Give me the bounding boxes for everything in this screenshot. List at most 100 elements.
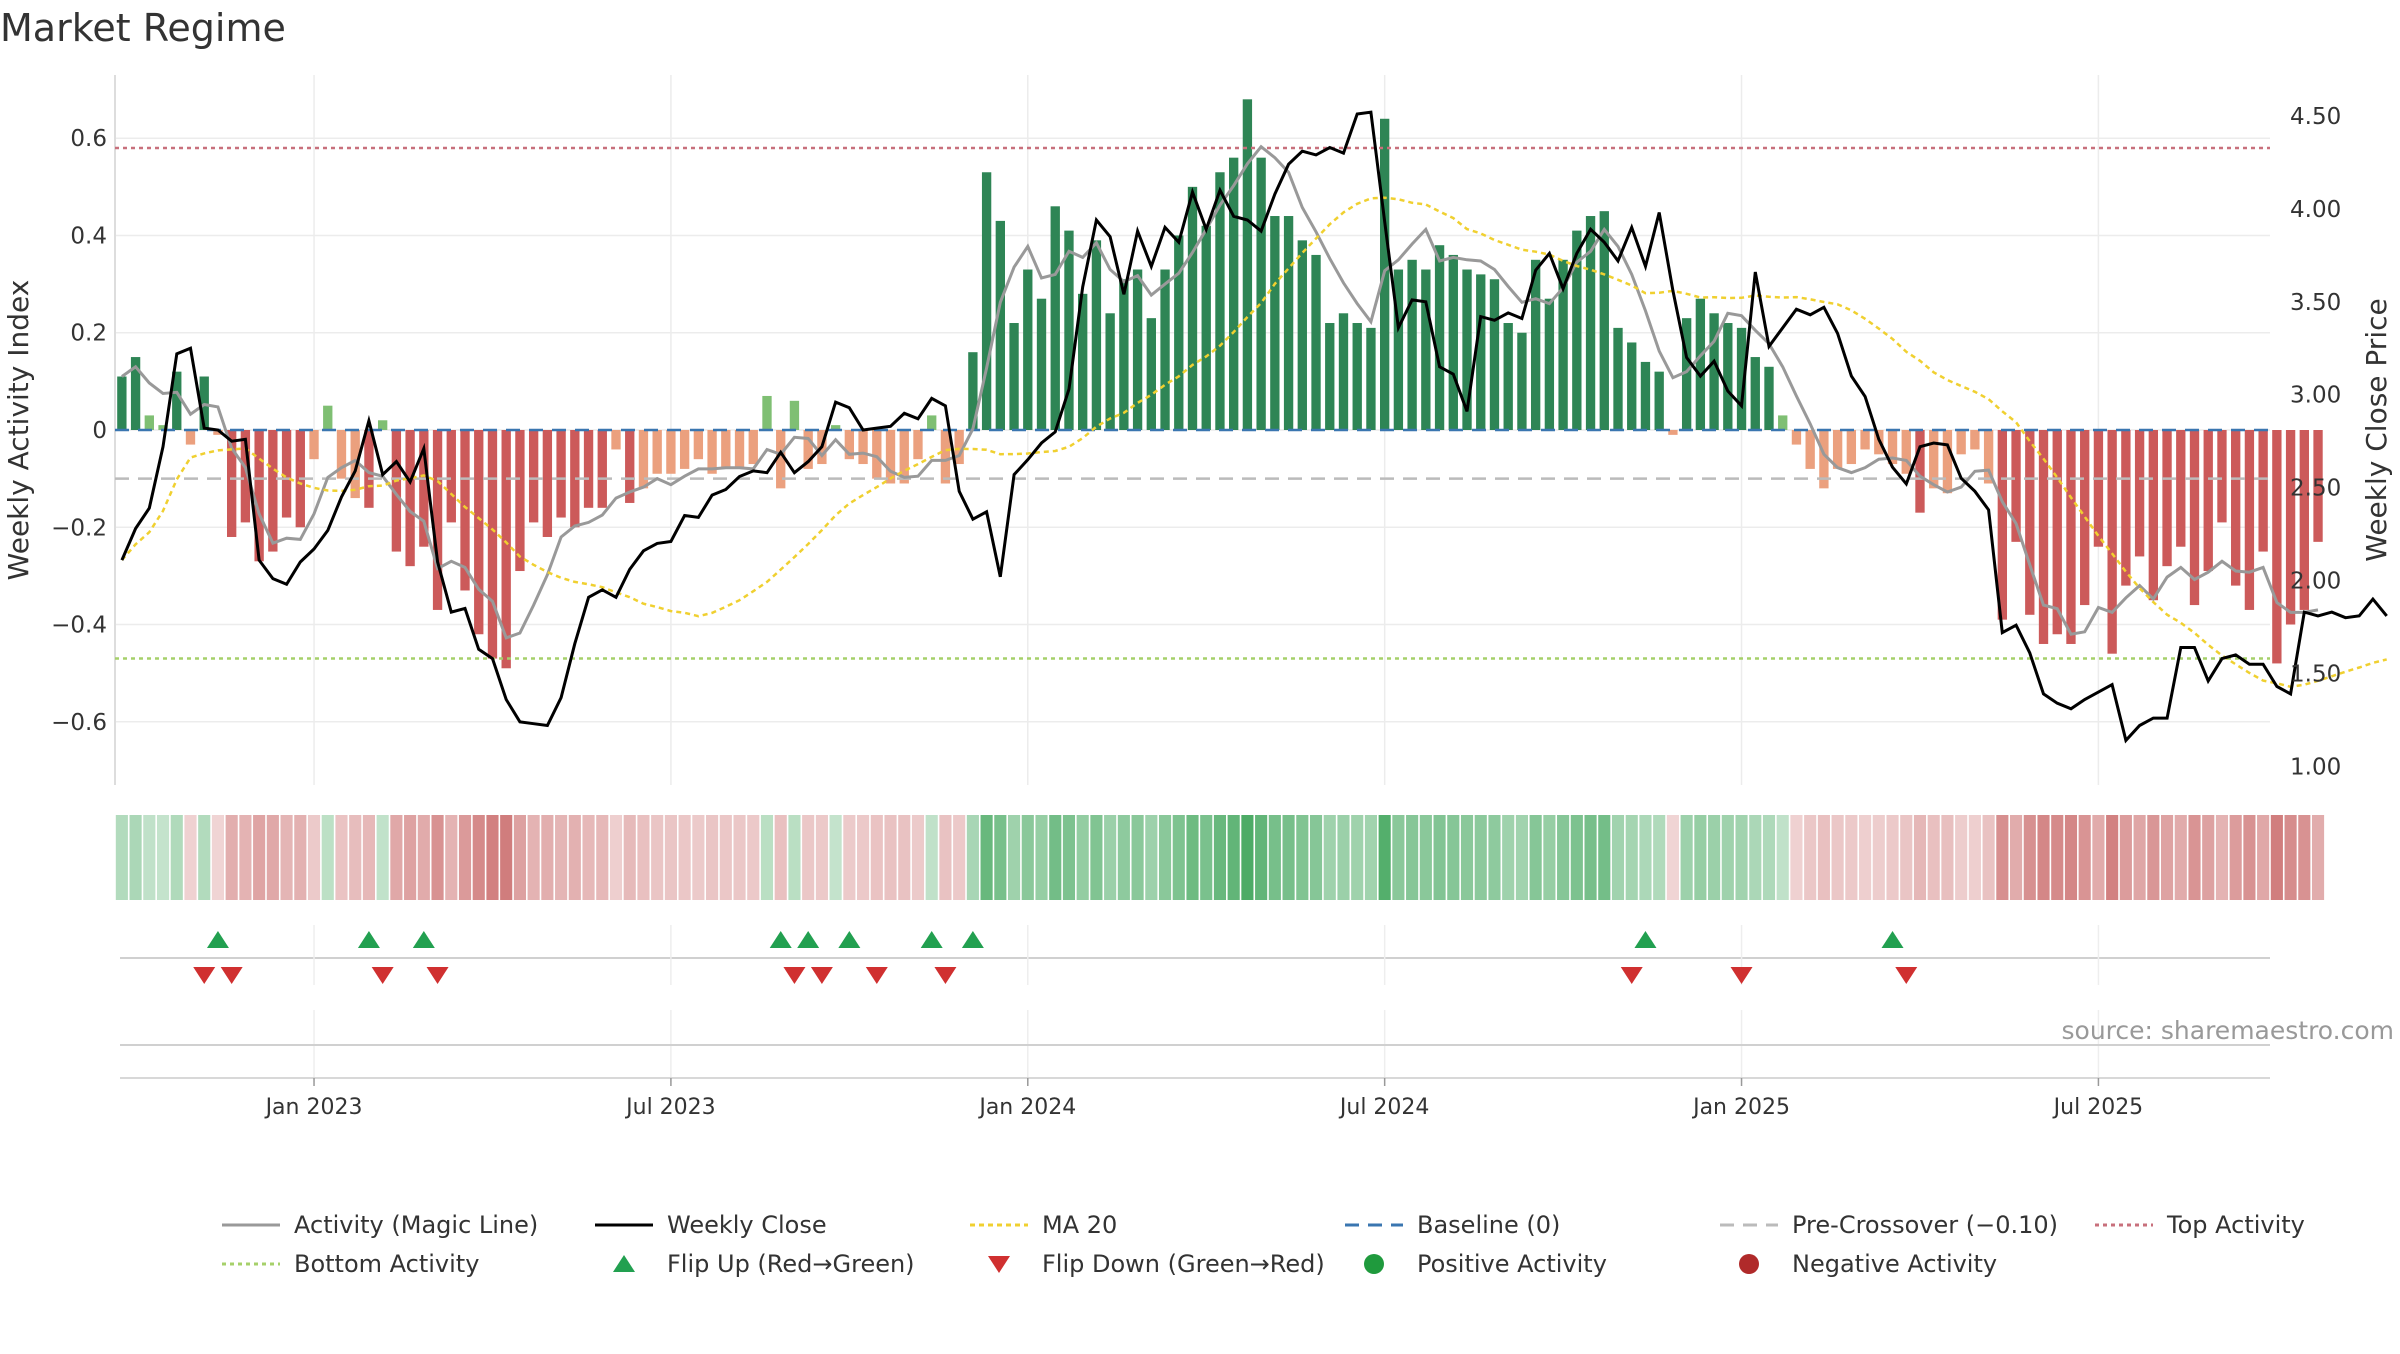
activity-bar bbox=[1242, 99, 1253, 431]
activity-bar bbox=[1668, 430, 1678, 435]
activity-bar bbox=[474, 430, 484, 635]
activity-bar bbox=[2025, 430, 2035, 615]
regime-cell bbox=[651, 815, 664, 900]
flip-up-marker bbox=[1881, 931, 1904, 948]
flip-down-marker bbox=[1620, 967, 1643, 984]
activity-bar bbox=[1956, 430, 1966, 455]
activity-bar bbox=[1846, 430, 1857, 465]
activity-bar bbox=[830, 425, 841, 430]
legend-label: Baseline (0) bbox=[1417, 1211, 1560, 1239]
ma20-line bbox=[120, 196, 2388, 689]
activity-bar bbox=[570, 430, 580, 528]
regime-cell bbox=[2133, 815, 2146, 900]
legend-swatch bbox=[613, 1255, 635, 1272]
activity-bar bbox=[1187, 186, 1198, 430]
activity-bar bbox=[1078, 293, 1088, 430]
activity-bar bbox=[1393, 269, 1404, 430]
activity-bar bbox=[1009, 323, 1019, 430]
regime-cell bbox=[1666, 815, 1679, 900]
regime-cell bbox=[2257, 815, 2270, 900]
activity-bar bbox=[1338, 313, 1349, 430]
activity-bar bbox=[1544, 298, 1555, 430]
right-tick-label: 4.50 bbox=[2290, 104, 2341, 130]
regime-cell bbox=[1694, 815, 1707, 900]
legend-item: Flip Up (Red→Green) bbox=[613, 1250, 915, 1278]
legend: Activity (Magic Line) Weekly Close MA 20 Ba… bbox=[222, 1211, 2305, 1278]
activity-bar bbox=[542, 430, 553, 537]
regime-cell bbox=[706, 815, 719, 900]
regime-cell bbox=[1007, 815, 1021, 900]
activity-bar bbox=[1558, 259, 1568, 430]
activity-bar bbox=[323, 405, 333, 430]
activity-bar bbox=[2176, 430, 2186, 547]
regime-cell bbox=[1447, 815, 1460, 900]
activity-bar bbox=[844, 430, 855, 460]
activity-bar bbox=[364, 430, 374, 508]
activity-bar bbox=[1146, 318, 1156, 430]
activity-bar bbox=[1750, 357, 1760, 430]
activity-bar bbox=[1929, 430, 1939, 489]
activity-bar bbox=[1462, 269, 1472, 430]
regime-cell bbox=[1749, 815, 1762, 900]
activity-bar bbox=[487, 430, 498, 659]
regime-cell bbox=[1392, 815, 1405, 900]
regime-cell bbox=[2119, 815, 2132, 900]
activity-bar bbox=[1201, 225, 1211, 430]
activity-bar bbox=[1270, 216, 1280, 430]
activity-bar bbox=[2066, 430, 2076, 644]
activity-bar bbox=[776, 430, 786, 489]
regime-cell bbox=[733, 815, 746, 900]
activity-bar bbox=[2162, 430, 2172, 567]
activity-bar bbox=[1709, 313, 1719, 430]
activity-bar bbox=[1599, 211, 1609, 430]
activity-bar bbox=[1421, 269, 1431, 430]
regime-cell bbox=[184, 815, 197, 900]
regime-cell bbox=[1639, 815, 1652, 900]
regime-cell bbox=[1653, 815, 1666, 900]
regime-cell bbox=[1090, 815, 1103, 900]
regime-cell bbox=[1790, 815, 1803, 900]
activity-bar bbox=[1819, 430, 1829, 489]
regime-cell bbox=[994, 815, 1007, 900]
regime-cell bbox=[2229, 815, 2242, 900]
flip-down-marker bbox=[426, 967, 449, 984]
regime-cell bbox=[2270, 815, 2283, 900]
regime-cell bbox=[1323, 815, 1336, 900]
regime-cell bbox=[815, 815, 828, 900]
activity-bar bbox=[1256, 157, 1266, 430]
regime-cell bbox=[623, 815, 636, 900]
regime-cell bbox=[211, 815, 225, 900]
flip-up-marker bbox=[206, 931, 229, 948]
regime-cell bbox=[2243, 815, 2256, 900]
activity-bar bbox=[268, 430, 278, 552]
x-tick-label: Jan 2023 bbox=[264, 1095, 363, 1120]
activity-bar bbox=[2285, 430, 2296, 625]
legend-item: Pre-Crossover (−0.10) bbox=[1720, 1211, 2058, 1239]
regime-cell bbox=[1309, 815, 1323, 900]
activity-bar bbox=[913, 430, 923, 460]
regime-cell bbox=[1268, 815, 1281, 900]
regime-cell bbox=[1845, 815, 1858, 900]
regime-cell bbox=[747, 815, 760, 900]
regime-cell bbox=[1735, 815, 1748, 900]
regime-cell bbox=[1543, 815, 1556, 900]
regime-cell bbox=[1255, 815, 1268, 900]
activity-bar bbox=[1091, 240, 1102, 430]
flip-up-marker bbox=[412, 931, 435, 948]
regime-cell bbox=[266, 815, 279, 900]
regime-cell bbox=[2092, 815, 2105, 900]
regime-cell bbox=[692, 815, 705, 900]
regime-cell bbox=[1708, 815, 1721, 900]
regime-cell bbox=[500, 815, 513, 900]
activity-bar bbox=[1791, 430, 1802, 445]
activity-bar bbox=[981, 172, 992, 431]
regime-cell bbox=[1859, 815, 1872, 900]
activity-bar bbox=[1476, 274, 1486, 430]
activity-bar bbox=[2052, 430, 2062, 635]
regime-cell bbox=[225, 815, 238, 900]
activity-bar bbox=[899, 430, 909, 484]
regime-cell bbox=[1913, 815, 1927, 900]
activity-bar bbox=[336, 430, 347, 479]
regime-cell bbox=[788, 815, 801, 900]
activity-bar bbox=[1613, 327, 1623, 430]
